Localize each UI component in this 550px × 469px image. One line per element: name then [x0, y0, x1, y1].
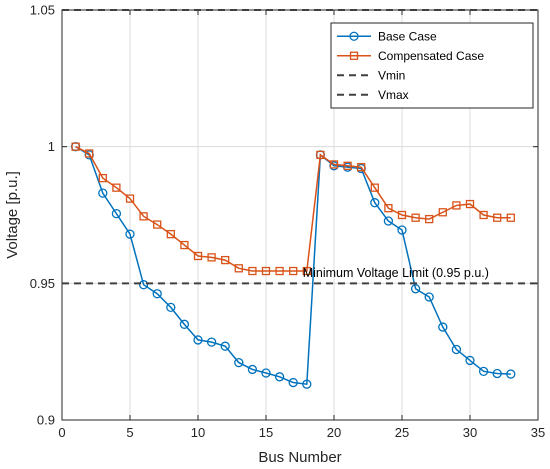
data-point	[438, 208, 447, 217]
data-point	[206, 337, 217, 347]
data-point	[179, 319, 190, 329]
data-point	[384, 204, 393, 213]
data-point	[193, 251, 203, 261]
data-point	[221, 255, 230, 265]
data-point	[451, 344, 462, 355]
data-point	[98, 173, 107, 183]
data-point	[506, 369, 516, 379]
data-point	[370, 183, 379, 192]
data-point	[302, 266, 311, 276]
data-point	[207, 253, 216, 262]
data-point	[98, 188, 108, 198]
legend-marker	[349, 51, 359, 60]
legend-label: Base Case	[378, 29, 437, 43]
data-point	[125, 229, 135, 239]
data-point	[411, 213, 420, 222]
data-point	[357, 163, 366, 172]
series-line-base-case	[75, 146, 511, 386]
data-point	[71, 142, 80, 151]
data-point	[424, 292, 434, 302]
data-point	[493, 213, 502, 222]
data-point	[166, 302, 176, 313]
series-layer	[62, 9, 538, 389]
y-axis-title: Voltage [p.u.]	[4, 171, 21, 259]
legend-label: Vmin	[378, 68, 405, 82]
data-point	[85, 149, 94, 158]
data-point	[425, 214, 434, 224]
data-point	[248, 266, 257, 276]
data-point	[261, 368, 271, 378]
legend-label: Compensated Case	[378, 49, 484, 63]
annotations: Minimum Voltage Limit (0.95 p.u.)	[303, 266, 489, 280]
data-point	[152, 289, 162, 299]
data-point	[465, 355, 475, 366]
data-point	[506, 213, 515, 222]
legend: Base Case Compensated Case Vmin Vmax	[330, 22, 534, 109]
axes: 0 5 10 15 20 25 30 35 0.9 0.95 1 1.05	[30, 3, 546, 441]
x-tick-label: 20	[327, 425, 341, 440]
data-point	[410, 284, 421, 294]
data-point	[111, 208, 122, 219]
data-point	[370, 198, 380, 208]
axes-box	[61, 9, 539, 421]
data-point	[180, 240, 189, 250]
data-point	[316, 150, 325, 160]
legend-item-vmin: Vmin	[337, 68, 405, 82]
data-point	[275, 266, 284, 276]
data-point	[166, 229, 175, 239]
data-point	[234, 264, 243, 273]
x-tick-label: 5	[126, 425, 133, 440]
x-tick-label: 35	[531, 425, 545, 440]
data-point	[153, 220, 162, 229]
data-point	[125, 194, 135, 203]
data-point	[193, 335, 203, 345]
data-point	[478, 366, 489, 376]
annotation-text: Minimum Voltage Limit (0.95 p.u.)	[303, 266, 489, 280]
data-point	[289, 266, 298, 276]
data-point	[452, 201, 461, 210]
data-point	[329, 160, 339, 169]
legend-label: Vmax	[378, 88, 409, 102]
legend-item-compensated-case: Compensated Case	[337, 49, 484, 63]
x-tick-label: 15	[259, 425, 273, 440]
data-point	[492, 368, 502, 379]
data-point	[438, 322, 448, 332]
x-tick-label: 25	[395, 425, 409, 440]
y-tick-label: 1	[48, 139, 55, 154]
data-point	[247, 364, 258, 375]
data-point	[234, 357, 244, 368]
data-point	[302, 379, 312, 389]
data-point	[397, 210, 407, 220]
data-point	[261, 266, 271, 276]
data-point	[383, 216, 394, 226]
data-point	[139, 212, 148, 221]
legend-marker	[349, 31, 359, 41]
y-tick-label: 0.95	[30, 276, 55, 291]
data-point	[274, 372, 285, 382]
series-compensated-case	[71, 142, 515, 276]
data-point	[138, 280, 149, 290]
legend-item-vmax: Vmax	[337, 88, 409, 102]
x-tick-label: 10	[191, 425, 205, 440]
data-point	[479, 210, 488, 220]
data-point	[220, 341, 230, 351]
x-axis-title: Bus Number	[258, 449, 341, 466]
y-tick-label: 1.05	[30, 3, 55, 18]
data-point	[288, 377, 298, 388]
series-line-compensated-case	[75, 145, 511, 272]
data-point	[397, 225, 407, 235]
data-point	[465, 199, 475, 209]
x-tick-label: 0	[58, 425, 65, 440]
x-tick-label: 30	[463, 425, 477, 440]
data-point	[343, 161, 352, 170]
data-point	[112, 183, 121, 192]
y-tick-label: 0.9	[37, 413, 55, 428]
legend-item-base-case: Base Case	[337, 29, 437, 43]
